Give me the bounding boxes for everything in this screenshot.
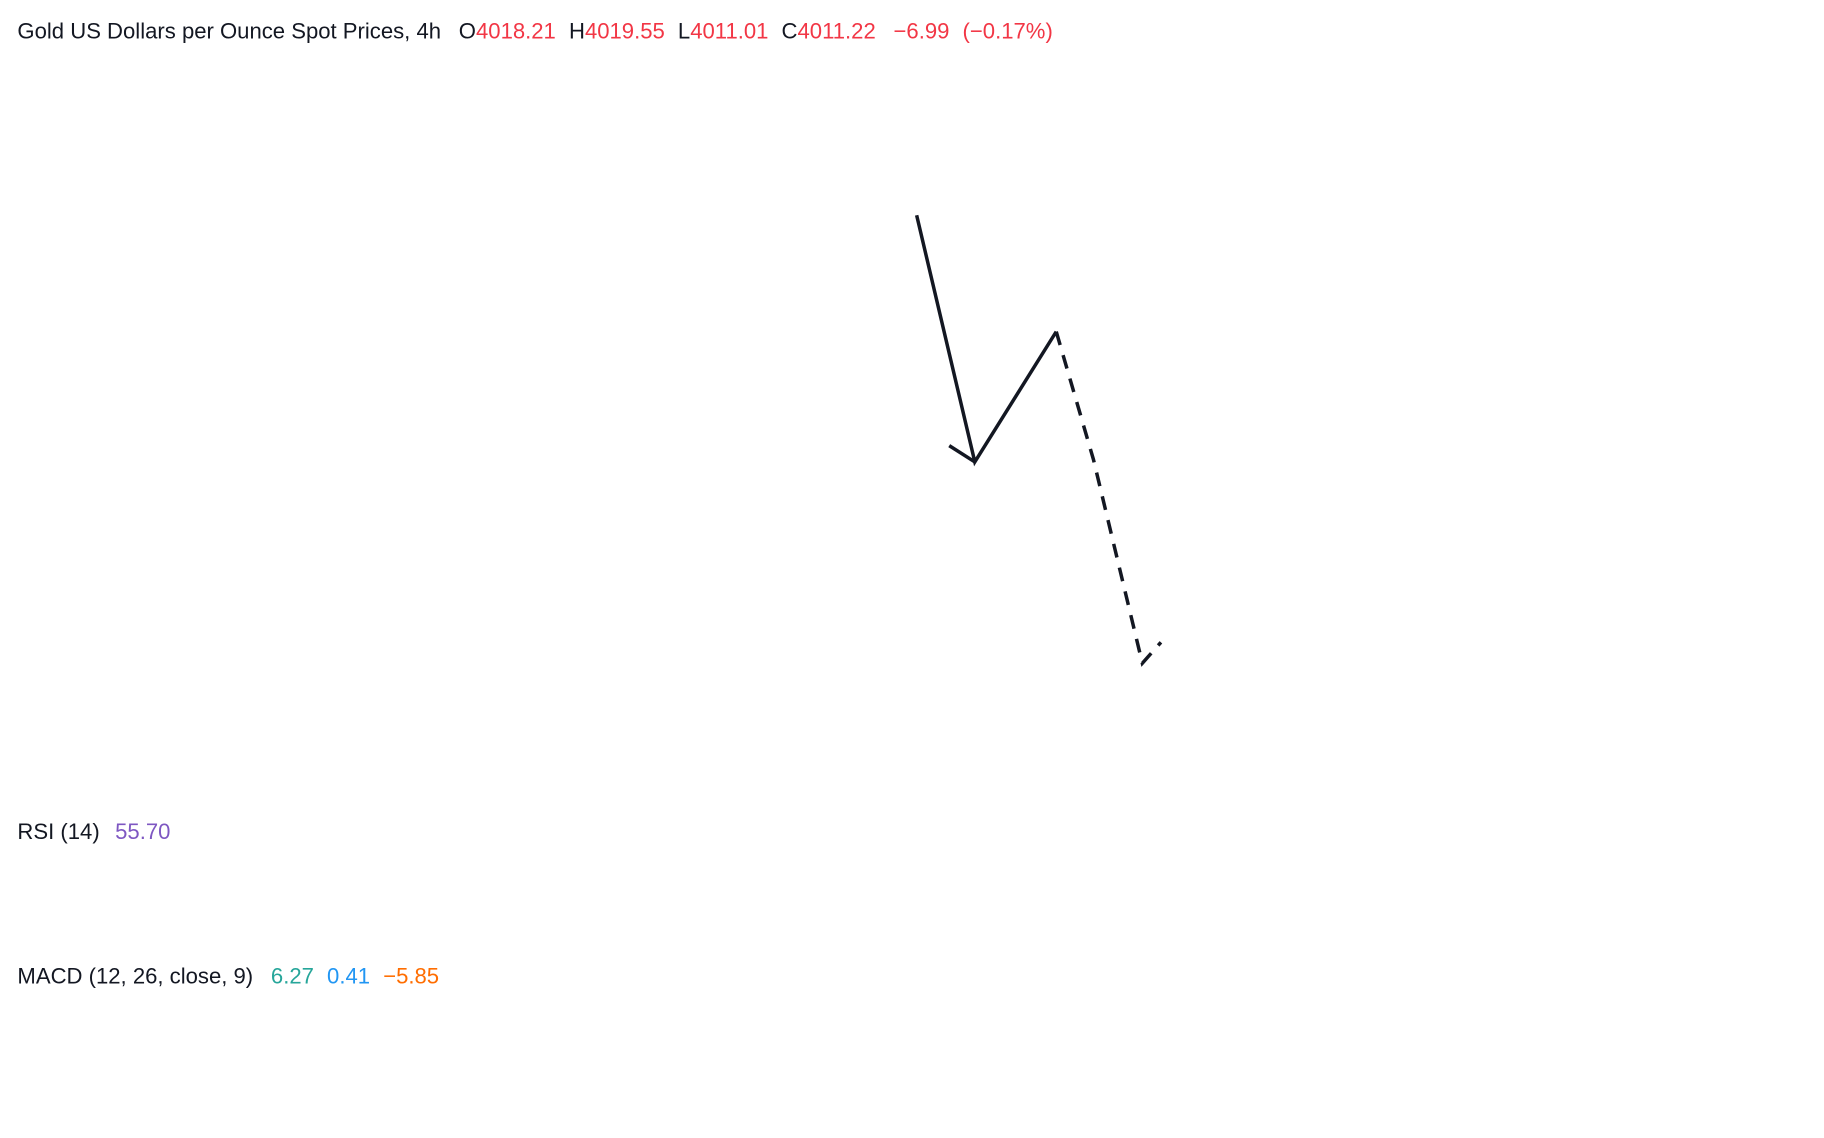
hist-value: 6.27 — [271, 963, 314, 988]
change: −6.99 — [894, 18, 950, 43]
rsi-name: RSI (14) — [17, 819, 99, 844]
signal-value: −5.85 — [383, 963, 439, 988]
high-value: 4019.55 — [585, 18, 665, 43]
header: Gold US Dollars per Ounce Spot Prices, 4… — [17, 18, 1052, 43]
rsi-value: 55.70 — [115, 819, 170, 844]
close-value: 4011.22 — [798, 18, 876, 43]
close-label: C — [782, 18, 798, 43]
macd-value: 0.41 — [327, 963, 370, 988]
open-label: O — [459, 18, 476, 43]
pattern-line — [948, 444, 976, 464]
low-value: 4011.01 — [690, 18, 768, 43]
title: Gold US Dollars per Ounce Spot Prices, 4… — [17, 18, 441, 43]
low-label: L — [678, 18, 690, 43]
drawings — [914, 214, 1163, 667]
macd-legend: MACD (12, 26, close, 9) 6.27 0.41 −5.85 — [17, 963, 439, 988]
open-value: 4018.21 — [476, 18, 556, 43]
rsi-legend: RSI (14) 55.70 — [17, 819, 170, 844]
macd-name: MACD (12, 26, close, 9) — [17, 963, 253, 988]
high-label: H — [569, 18, 585, 43]
change-pct: (−0.17%) — [963, 18, 1053, 43]
